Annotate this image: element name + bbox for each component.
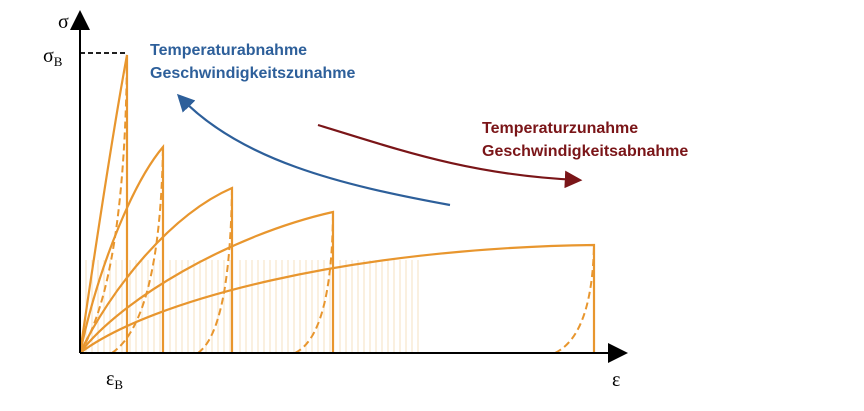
- y-label: σ: [58, 11, 69, 33]
- curve: [294, 211, 334, 354]
- subscript: B: [114, 377, 123, 392]
- dashed-curves: [79, 54, 595, 354]
- hatch: [85, 260, 419, 353]
- curve: [79, 243, 596, 354]
- curve: [79, 210, 335, 354]
- annotation: Geschwindigkeitsabnahme: [482, 143, 688, 160]
- symbol: σ: [43, 45, 54, 67]
- x-label: ε: [612, 369, 620, 391]
- curves: [78, 54, 596, 354]
- annotation: Geschwindigkeitszunahme: [150, 65, 355, 82]
- subscript: B: [54, 54, 63, 69]
- symbol: ε: [106, 368, 114, 390]
- curve: [554, 244, 595, 354]
- arrow: [176, 93, 451, 207]
- y-mark: σB: [43, 45, 63, 69]
- curve: [111, 146, 164, 354]
- annotation: Temperaturabnahme: [150, 42, 307, 59]
- curve: [78, 144, 165, 354]
- curve: [79, 186, 234, 354]
- x-mark: εB: [106, 368, 123, 392]
- annotation: Temperaturzunahme: [482, 120, 638, 137]
- curve: [79, 54, 128, 354]
- curve: [78, 54, 129, 354]
- arrow: [317, 123, 583, 189]
- curve: [197, 187, 233, 354]
